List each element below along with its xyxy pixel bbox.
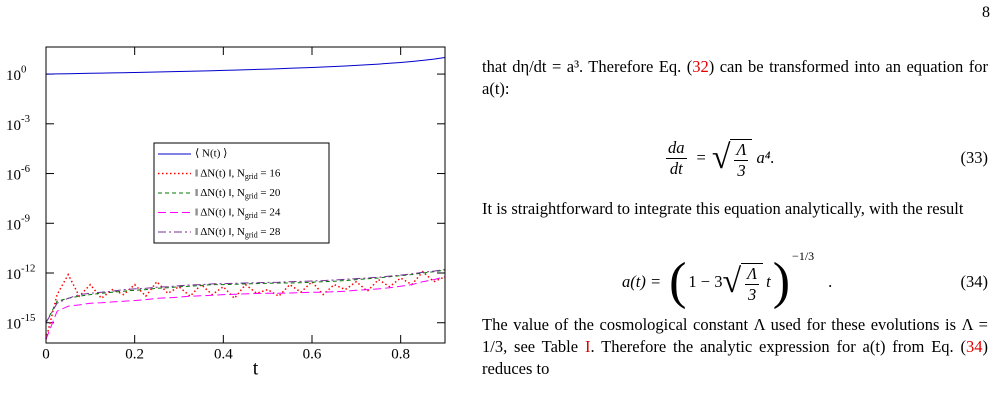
legend-label: ⟨ N(t) ⟩ — [195, 148, 227, 160]
text-run: ‖ ΔN(t) ‖, N — [195, 187, 245, 199]
text-run: = 24 — [258, 206, 281, 218]
series-line — [45, 57, 446, 75]
eq-text: ) — [772, 253, 791, 310]
series-line — [45, 269, 446, 323]
eq-text: 3 — [737, 161, 746, 180]
text-run: 10 — [6, 267, 21, 283]
eq-text: a⁴. — [756, 148, 775, 167]
paragraph: that dη/dt = a³. Therefore Eq. (32) can … — [482, 56, 988, 100]
subscript: grid — [245, 230, 258, 239]
equation: a(t) = ( 1 − 3 √ Λ 3 t ) −1/3 . (34) — [482, 248, 989, 312]
text-run: It is straightforward to integrate this … — [482, 199, 964, 218]
plot-frame — [45, 46, 446, 344]
y-tick-label: 10-3 — [6, 114, 30, 135]
eq-exponent: −1/3 — [792, 248, 815, 263]
superscript: -12 — [21, 263, 35, 275]
paragraph: It is straightforward to integrate this … — [482, 198, 988, 220]
legend-label: ‖ ΔN(t) ‖, Ngrid = 28 — [195, 226, 281, 240]
legend-box — [153, 142, 330, 244]
eq-text: t — [766, 272, 771, 291]
eq-text: Λ — [745, 264, 760, 285]
subscript: grid — [245, 191, 258, 200]
series-line — [45, 276, 446, 340]
eq-text: = — [696, 148, 706, 167]
series-line — [45, 270, 446, 340]
text-run: = 28 — [258, 226, 281, 238]
eq-text: a(t) = — [622, 272, 662, 291]
x-tick-label: 0.2 — [125, 346, 144, 362]
eq-text: ( — [669, 253, 687, 310]
eq-text: Λ — [734, 140, 749, 161]
x-axis-label: t — [253, 358, 259, 380]
text-run: The value of the cosmological constant Λ… — [482, 315, 988, 356]
x-tick-label: 0.4 — [214, 346, 233, 362]
superscript: -3 — [21, 114, 30, 126]
text-run: ‖ ΔN(t) ‖, N — [195, 226, 245, 238]
legend-label: ‖ ΔN(t) ‖, Ngrid = 24 — [195, 206, 281, 220]
text-run: ‖ ΔN(t) ‖, N — [195, 206, 245, 218]
superscript: -6 — [21, 163, 31, 175]
radical: √ Λ 3 — [712, 135, 753, 181]
text-run: . Therefore the analytic expression for … — [590, 337, 967, 356]
legend-label: ‖ ΔN(t) ‖, Ngrid = 20 — [195, 187, 281, 201]
radical: √ Λ 3 — [722, 259, 764, 305]
x-tick-label: 0.8 — [391, 346, 410, 362]
y-tick-label: 100 — [6, 64, 26, 85]
x-tick-label: 0 — [42, 346, 50, 362]
text-run: 10 — [6, 218, 21, 234]
y-tick-label: 10-15 — [6, 312, 35, 333]
text-run: 10 — [6, 168, 21, 184]
text-run: = 20 — [258, 187, 281, 199]
reference[interactable]: 34 — [966, 337, 983, 356]
page-number: 8 — [982, 4, 990, 21]
paragraph: The value of the cosmological constant Λ… — [482, 314, 988, 380]
superscript: -15 — [21, 312, 35, 324]
equation: da dt = √ Λ 3 a⁴. (33) — [482, 128, 988, 188]
subscript: grid — [245, 211, 258, 220]
equation-number: (34) — [960, 272, 989, 291]
legend-label: ‖ ΔN(t) ‖, Ngrid = 16 — [195, 167, 281, 181]
y-tick-label: 10-6 — [6, 163, 31, 184]
text-run: 10 — [6, 317, 21, 333]
eq-text: 1 − 3 — [688, 272, 723, 291]
y-tick-label: 10-9 — [6, 213, 30, 234]
superscript: -9 — [21, 213, 30, 225]
text-run: that dη/dt = a³. Therefore Eq. ( — [482, 57, 693, 76]
text-run: 10 — [6, 69, 21, 85]
subscript: grid — [245, 172, 258, 181]
series-line — [45, 269, 446, 323]
equation-number: (33) — [960, 148, 989, 167]
eq-text: 3 — [748, 285, 757, 304]
text-run: ) reduces to — [482, 337, 989, 378]
text-run: = 16 — [258, 167, 281, 179]
reference[interactable]: I — [584, 337, 591, 356]
y-tick-label: 10-12 — [6, 263, 35, 284]
eq-text: . — [828, 272, 833, 291]
text-run: ) can be transformed into an equation fo… — [482, 57, 988, 98]
x-tick-label: 0.6 — [303, 346, 322, 362]
eq-text: da — [666, 137, 687, 159]
reference[interactable]: 32 — [692, 57, 709, 76]
eq-text: dt — [669, 158, 683, 178]
superscript: 0 — [21, 64, 26, 76]
text-run: ‖ ΔN(t) ‖, N — [195, 167, 245, 179]
fraction: da dt — [666, 138, 687, 179]
text-run: 10 — [6, 118, 21, 134]
